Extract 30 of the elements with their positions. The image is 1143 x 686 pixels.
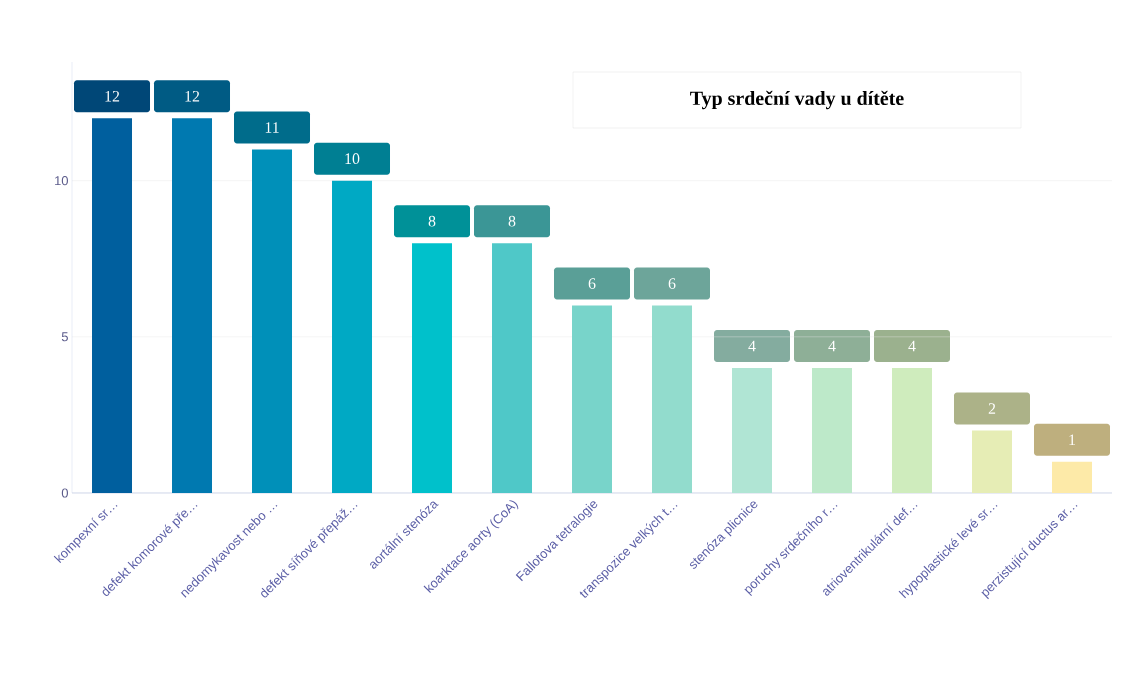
data-label: 1: [1069, 434, 1076, 446]
bar: [892, 368, 933, 493]
data-label: 8: [508, 215, 516, 227]
y-tick-label: 0: [61, 488, 68, 498]
bar: [652, 305, 693, 493]
bar: [252, 149, 293, 493]
data-label: 8: [428, 215, 436, 227]
data-label: 4: [908, 340, 916, 352]
data-label: 4: [828, 340, 836, 352]
text: Typ srdeční vady u dítěte: [690, 90, 904, 110]
data-label: 12: [185, 90, 200, 102]
data-label: 4: [748, 340, 756, 352]
bar: [572, 305, 613, 493]
data-label: 11: [265, 122, 279, 133]
bar: [812, 368, 853, 493]
bar: [412, 243, 453, 493]
bar: [332, 180, 373, 493]
bar: [172, 118, 213, 493]
data-label: 6: [668, 278, 676, 289]
bar: [492, 243, 533, 493]
data-label: 12: [105, 90, 120, 102]
bar: [92, 118, 133, 493]
bar: [732, 368, 773, 493]
bar: [1052, 461, 1093, 493]
data-label: 2: [988, 403, 996, 414]
y-tick-label: 10: [55, 176, 68, 186]
y-tick-label: 5: [61, 332, 68, 342]
bar: [972, 430, 1013, 493]
data-label: 6: [588, 278, 596, 289]
data-label: 10: [345, 153, 360, 165]
